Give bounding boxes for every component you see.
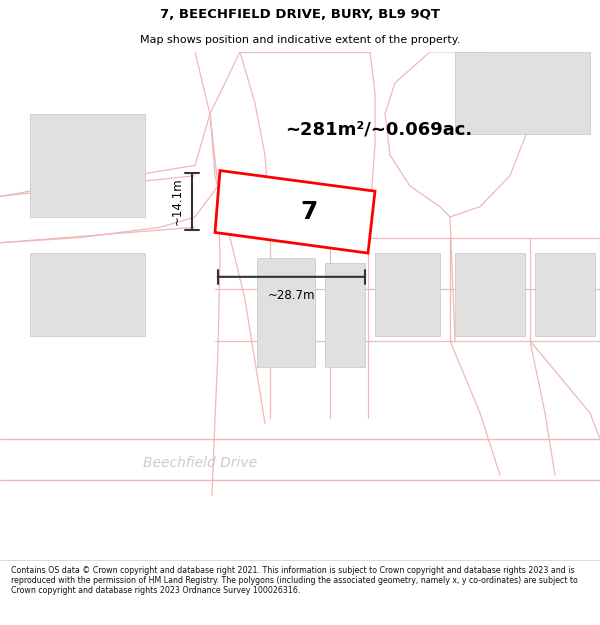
Text: Map shows position and indicative extent of the property.: Map shows position and indicative extent… <box>140 36 460 46</box>
Polygon shape <box>30 114 145 217</box>
Polygon shape <box>0 52 600 558</box>
Polygon shape <box>375 253 440 336</box>
Text: 7, BEECHFIELD DRIVE, BURY, BL9 9QT: 7, BEECHFIELD DRIVE, BURY, BL9 9QT <box>160 8 440 21</box>
Text: ~281m²/~0.069ac.: ~281m²/~0.069ac. <box>285 120 472 138</box>
Text: Contains OS data © Crown copyright and database right 2021. This information is : Contains OS data © Crown copyright and d… <box>11 566 578 596</box>
Polygon shape <box>257 258 315 367</box>
Polygon shape <box>535 253 595 336</box>
Polygon shape <box>455 253 525 336</box>
Text: 7: 7 <box>301 200 318 224</box>
Polygon shape <box>325 263 365 367</box>
Polygon shape <box>215 171 375 253</box>
Text: ~14.1m: ~14.1m <box>171 177 184 225</box>
Text: ~28.7m: ~28.7m <box>268 289 315 302</box>
Polygon shape <box>30 253 145 336</box>
Text: Beechfield Drive: Beechfield Drive <box>143 456 257 469</box>
Polygon shape <box>455 52 590 134</box>
